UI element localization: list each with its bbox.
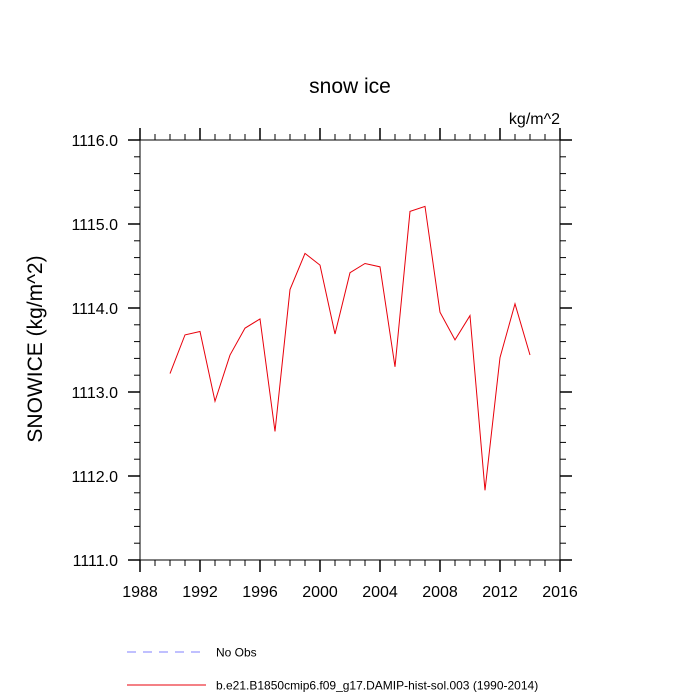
x-tick-label: 2012 [482, 584, 518, 601]
y-tick-labels: 1111.0 1112.0 1113.0 1114.0 1115.0 1116.0 [71, 133, 118, 570]
series-layer [169, 205, 531, 491]
legend: No Obs b.e21.B1850cmip6.f09_g17.DAMIP-his… [127, 646, 538, 693]
legend-label: No Obs [216, 646, 257, 660]
x-tick-label: 2008 [422, 584, 458, 601]
legend-label: b.e21.B1850cmip6.f09_g17.DAMIP-hist-sol.… [216, 679, 538, 693]
x-tick-labels: 1988 1992 1996 2000 2004 2008 2012 2016 [122, 584, 578, 601]
y-tick-label: 1112.0 [71, 469, 118, 486]
y-tick-label: 1115.0 [71, 217, 118, 234]
y-tick-label: 1114.0 [71, 301, 118, 318]
x-tick-label: 2016 [542, 584, 578, 601]
x-tick-label: 2000 [302, 584, 338, 601]
series-line [169, 205, 531, 491]
units-label: kg/m^2 [509, 111, 560, 128]
x-tick-label: 1988 [122, 584, 158, 601]
x-tick-label: 1996 [242, 584, 278, 601]
chart-title: snow ice [309, 75, 391, 98]
major-ticks [128, 128, 572, 572]
x-tick-label: 1992 [182, 584, 218, 601]
plot-frame [139, 139, 561, 561]
x-tick-label: 2004 [362, 584, 398, 601]
minor-ticks [134, 134, 566, 566]
y-tick-label: 1113.0 [71, 385, 118, 402]
y-tick-label: 1111.0 [73, 553, 118, 570]
y-axis-label: SNOWICE (kg/m^2) [24, 255, 47, 442]
y-tick-label: 1116.0 [71, 133, 118, 150]
